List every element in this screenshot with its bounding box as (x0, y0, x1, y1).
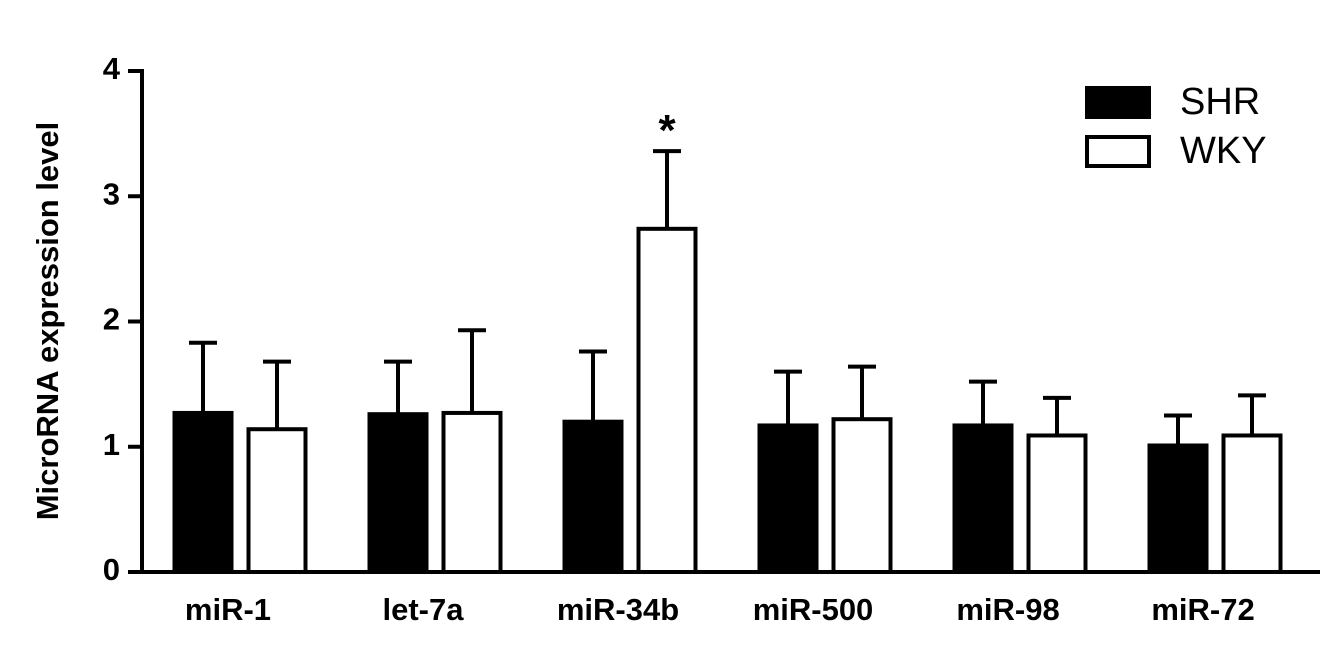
legend-label: SHR (1180, 81, 1260, 123)
bar (1221, 433, 1283, 575)
x-tick-label: miR-1 (185, 592, 271, 627)
y-tick-label: 2 (103, 302, 120, 337)
x-tick-label: let-7a (383, 592, 465, 627)
legend-label: WKY (1180, 130, 1267, 172)
bar (246, 427, 308, 574)
bar (562, 419, 624, 575)
bar (367, 412, 429, 574)
x-tick-label: miR-500 (753, 592, 874, 627)
legend-swatch (1085, 135, 1151, 168)
x-tick-label: miR-98 (956, 592, 1059, 627)
bar (1026, 433, 1088, 575)
legend-swatch (1085, 86, 1151, 119)
bar (441, 410, 503, 574)
bar (172, 410, 234, 574)
significance-marker: * (658, 106, 676, 155)
bar (757, 423, 819, 574)
x-tick-label: miR-72 (1151, 592, 1254, 627)
bar (1147, 443, 1209, 574)
y-tick-label: 1 (103, 427, 120, 462)
y-tick-label: 3 (103, 176, 120, 211)
y-tick-label: 0 (103, 552, 120, 587)
x-tick-label: miR-34b (557, 592, 679, 627)
y-axis-title: MicroRNA expression level (30, 122, 65, 521)
bar (952, 423, 1014, 574)
bar (636, 226, 698, 574)
y-tick-label: 4 (103, 51, 121, 86)
bar (831, 417, 893, 574)
